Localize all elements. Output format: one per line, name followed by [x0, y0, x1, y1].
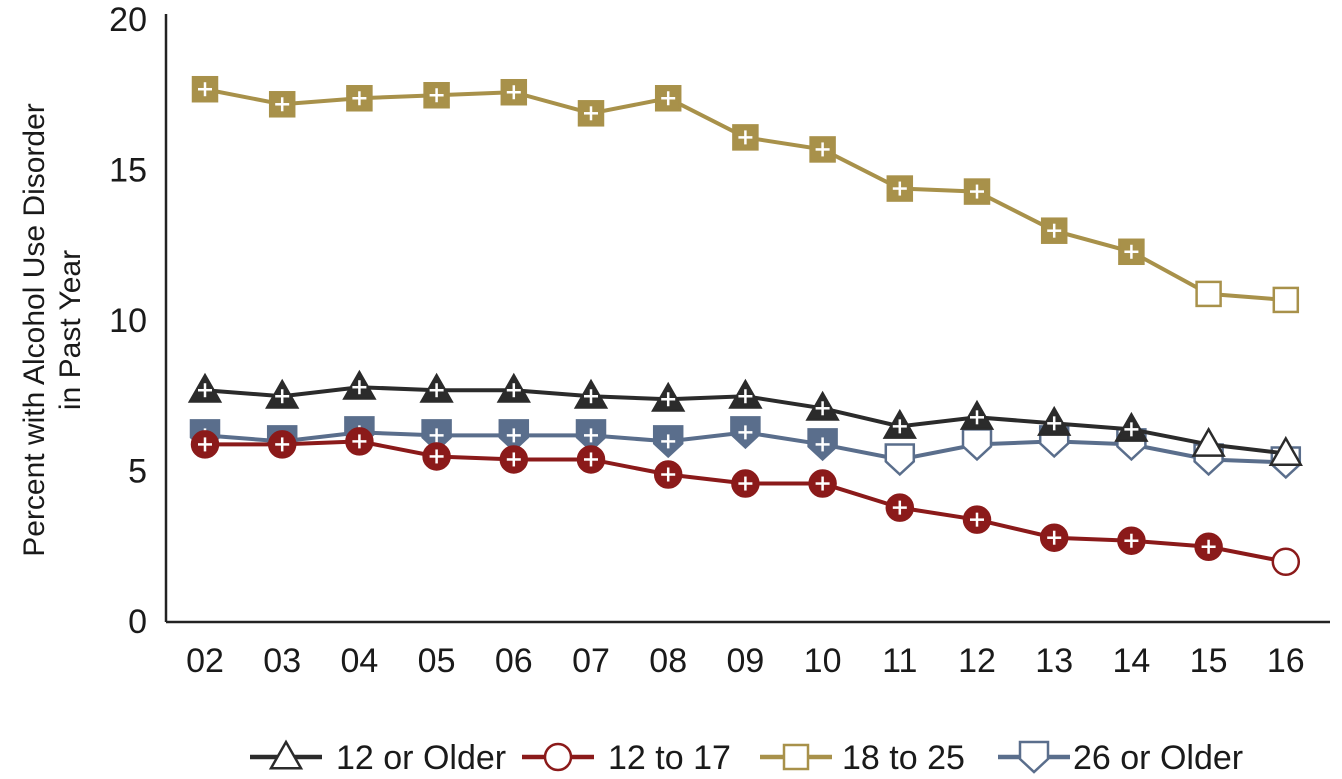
data-point	[884, 443, 916, 477]
x-tick-label: 02	[186, 642, 224, 680]
legend-marker	[268, 739, 304, 770]
data-point	[886, 175, 914, 202]
series-line	[204, 87, 1286, 302]
y-tick-label: 15	[109, 152, 147, 190]
series-18-to-25	[191, 75, 1300, 314]
data-point	[1272, 286, 1300, 314]
x-tick-label: 03	[263, 642, 301, 680]
data-point	[268, 91, 296, 118]
x-tick-label: 04	[340, 642, 378, 680]
y-tick-label: 0	[128, 603, 147, 641]
x-tick-label: 11	[882, 642, 917, 680]
x-tick-label: 05	[418, 642, 456, 680]
legend-marker	[1018, 740, 1050, 774]
y-tick-label: 5	[128, 453, 147, 491]
x-tick-label: 06	[495, 642, 533, 680]
series-12-or-older	[187, 369, 1303, 466]
data-point	[1271, 547, 1301, 577]
y-tick-label: 20	[109, 1, 147, 39]
x-tick-label: 15	[1190, 642, 1228, 680]
legend-label: 12 to 17	[608, 739, 731, 777]
legend-label: 18 to 25	[842, 739, 965, 777]
x-tick-label: 07	[572, 642, 610, 680]
x-tick-label: 08	[649, 642, 687, 680]
series-layer	[187, 75, 1303, 577]
legend-item: 12 or Older	[250, 739, 506, 777]
data-point	[1191, 426, 1226, 457]
legend-marker	[782, 743, 810, 771]
x-tick-label: 13	[1035, 642, 1073, 680]
legend: 12 or Older 12 to 17 18 to 25 26 or Older	[250, 739, 1243, 777]
data-point	[1268, 435, 1303, 466]
legend-item: 18 to 25	[760, 739, 965, 777]
x-tick-label: 10	[804, 642, 842, 680]
data-point	[1195, 280, 1222, 308]
data-point	[961, 428, 993, 462]
y-axis-title-line: in Past Year	[54, 250, 87, 410]
x-tick-label: 09	[726, 642, 764, 680]
legend-label: 12 or Older	[336, 739, 506, 777]
legend-item: 26 or Older	[998, 739, 1243, 777]
x-tick-label: 16	[1267, 642, 1305, 680]
y-tick-label: 10	[109, 302, 147, 340]
legend-item: 12 to 17	[522, 739, 731, 777]
legend-label: 26 or Older	[1073, 739, 1243, 777]
y-axis-title: Percent with Alcohol Use Disorder in Past…	[18, 103, 87, 557]
y-axis-title-line: Percent with Alcohol Use Disorder	[18, 103, 51, 557]
x-tick-label: 12	[958, 642, 996, 680]
x-tick-label: 14	[1112, 642, 1150, 680]
series-12-to-17	[190, 427, 1301, 577]
legend-marker	[543, 742, 573, 772]
